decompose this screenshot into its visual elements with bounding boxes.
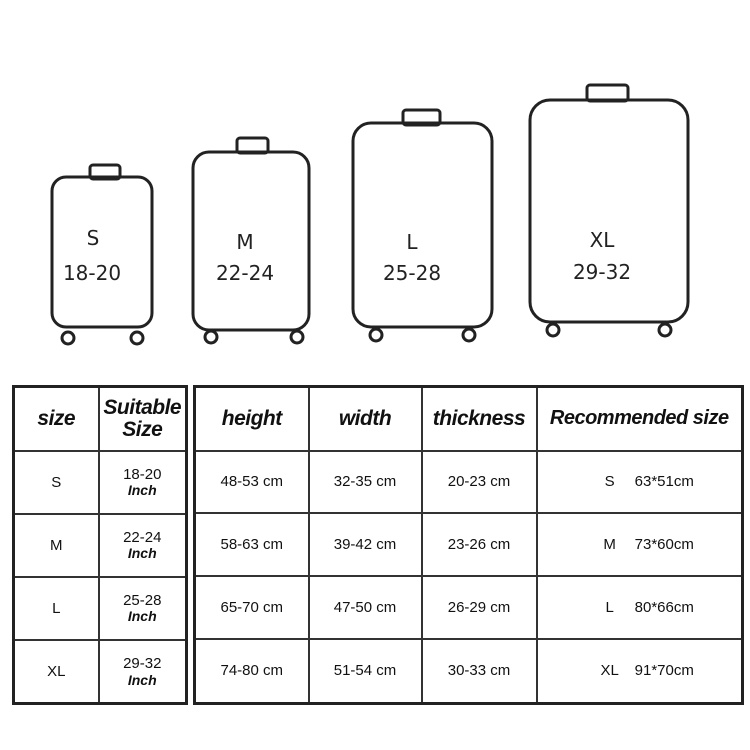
suitable-value: 18-20 — [123, 465, 162, 483]
recommended-cell: S 63*51cm — [535, 449, 744, 515]
suitcase-s-size: S — [86, 226, 100, 250]
suitable-cell: 25-28 Inch — [97, 575, 188, 641]
table-row: S 18-20 Inch — [12, 449, 188, 515]
width-cell: 32-35 cm — [307, 449, 423, 515]
table-row: XL 29-32 Inch — [12, 638, 188, 705]
suitcase-l-icon — [351, 108, 494, 343]
suitable-cell: 18-20 Inch — [97, 449, 188, 515]
width-cell: 51-54 cm — [307, 637, 423, 705]
recommended-cell: L 80*66cm — [535, 575, 744, 640]
suitcase-s-range: 18-20 — [62, 261, 122, 285]
thickness-cell: 23-26 cm — [420, 512, 538, 578]
suitable-value: 25-28 — [123, 591, 162, 609]
height-cell: 48-53 cm — [193, 449, 310, 515]
table-header-row: size Suitable Size — [12, 385, 188, 452]
table-row: 58-63 cm 39-42 cm 23-26 cm M 73*60cm — [193, 512, 744, 578]
rec-dims: 73*60cm — [634, 536, 694, 554]
thickness-cell: 30-33 cm — [420, 637, 538, 705]
header-height: height — [193, 385, 310, 452]
suitcase-l-size: L — [406, 230, 418, 254]
suitable-unit: Inch — [127, 671, 157, 688]
size-cell: M — [12, 512, 100, 578]
header-size: size — [12, 385, 100, 452]
suitable-unit: Inch — [127, 608, 157, 625]
width-cell: 39-42 cm — [307, 512, 423, 578]
suitable-unit: Inch — [127, 482, 157, 499]
suitable-unit: Inch — [127, 545, 157, 562]
thickness-cell: 20-23 cm — [420, 449, 538, 515]
thickness-cell: 26-29 cm — [420, 575, 538, 640]
recommended-cell: XL 91*70cm — [535, 637, 744, 705]
rec-size: L — [605, 599, 614, 617]
dimensions-table: height width thickness Recommended size … — [193, 385, 744, 705]
table-row: 74-80 cm 51-54 cm 30-33 cm XL 91*70cm — [193, 637, 744, 705]
rec-size: M — [603, 536, 616, 554]
recommended-cell: M 73*60cm — [535, 512, 744, 578]
suitcase-illustrations — [50, 83, 690, 346]
suitcase-m-size: M — [236, 230, 254, 254]
suitable-cell: 22-24 Inch — [97, 512, 188, 578]
table-row: 48-53 cm 32-35 cm 20-23 cm S 63*51cm — [193, 449, 744, 515]
header-thickness: thickness — [420, 385, 538, 452]
rec-size: S — [604, 473, 615, 491]
rec-dims: 63*51cm — [634, 473, 694, 491]
rec-dims: 80*66cm — [634, 599, 694, 617]
suitcase-s-icon — [50, 163, 154, 346]
rec-size: XL — [600, 662, 619, 680]
table-header-row: height width thickness Recommended size — [193, 385, 744, 452]
size-cell: XL — [12, 638, 100, 705]
header-width: width — [307, 385, 423, 452]
suitable-value: 22-24 — [123, 528, 162, 546]
suitcase-xl-range: 29-32 — [572, 260, 632, 284]
size-cell: S — [12, 449, 100, 515]
width-cell: 47-50 cm — [307, 575, 423, 640]
header-recommended-size: Recommended size — [535, 385, 744, 452]
table-row: 65-70 cm 47-50 cm 26-29 cm L 80*66cm — [193, 575, 744, 640]
suitcase-l-range: 25-28 — [382, 261, 442, 285]
suitable-value: 29-32 — [123, 655, 162, 672]
header-suitable-size: Suitable Size — [97, 385, 188, 452]
size-cell: L — [12, 575, 100, 641]
table-row: M 22-24 Inch — [12, 512, 188, 578]
suitcase-xl-size: XL — [589, 228, 615, 252]
height-cell: 58-63 cm — [193, 512, 310, 578]
suitcase-m-icon — [191, 136, 311, 345]
suitcase-m-range: 22-24 — [215, 261, 275, 285]
suitable-size-table: size Suitable Size S 18-20 Inch M 22-24 In… — [12, 385, 188, 705]
suitable-cell: 29-32 Inch — [97, 638, 188, 705]
table-row: L 25-28 Inch — [12, 575, 188, 641]
height-cell: 74-80 cm — [193, 637, 310, 705]
rec-dims: 91*70cm — [634, 662, 694, 680]
suitcase-xl-icon — [528, 83, 690, 338]
height-cell: 65-70 cm — [193, 575, 310, 640]
